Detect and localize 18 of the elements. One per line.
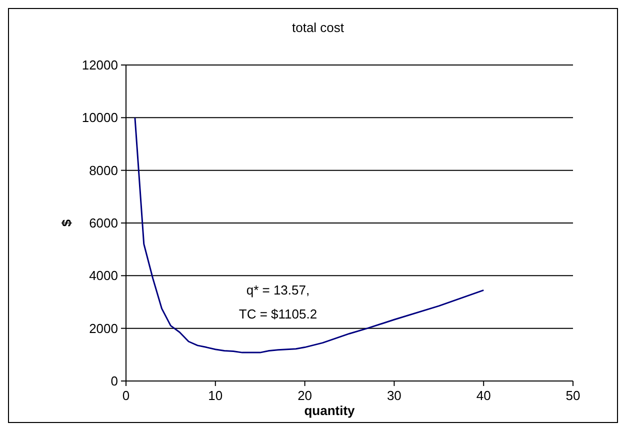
x-tick-label: 40 [476, 388, 491, 403]
annotation: q* = 13.57, TC = $1105.2 [238, 282, 318, 322]
y-tick-label: 4000 [89, 268, 118, 284]
y-tick-label: 6000 [89, 216, 118, 231]
x-tick-label: 0 [122, 388, 130, 403]
line-series [134, 116, 484, 354]
chart-title: total cost [292, 20, 344, 35]
y-axis-title: $ [59, 218, 74, 227]
x-tick-label: 30 [386, 388, 402, 403]
y-tick-label: 8000 [89, 162, 118, 178]
x-tick-label: 10 [208, 388, 223, 403]
y-tick-label: 12000 [82, 58, 118, 73]
x-axis-title: quantity [304, 403, 356, 418]
x-tick-label: 50 [566, 388, 580, 403]
y-tick-label: 0 [110, 374, 118, 389]
y-tick-label: 2000 [89, 320, 118, 336]
y-tick-label: 10000 [82, 110, 118, 126]
x-tick-label: 20 [298, 388, 312, 403]
